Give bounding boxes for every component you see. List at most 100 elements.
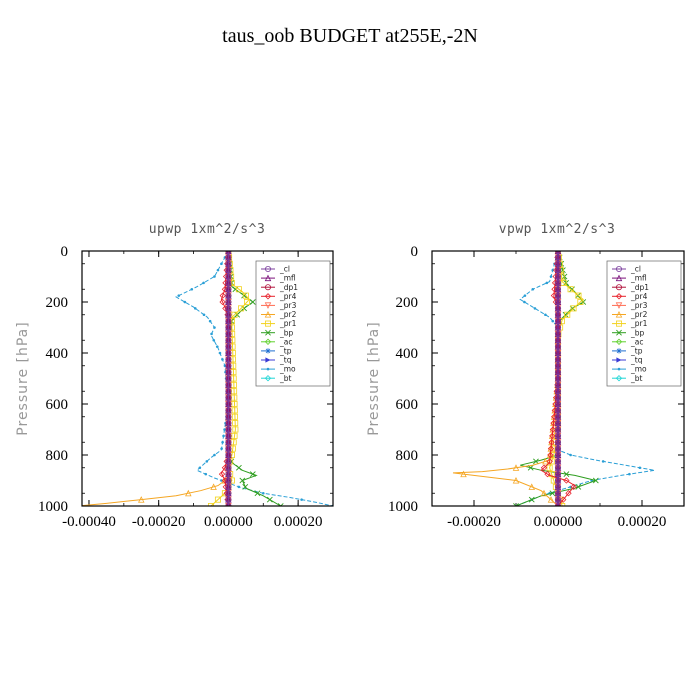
series-line-pr1 [210,251,250,506]
series-marker-pr1 [575,292,582,299]
series-marker-cl [225,311,232,318]
series-marker-cl [555,362,562,369]
series-marker-cl [555,273,562,280]
series-marker-pr4 [549,432,556,440]
panel-title: vpwp 1xm^2/s^3 [499,222,616,237]
series-marker-mo [638,466,642,470]
series-marker-pr1 [231,400,238,407]
series-marker-cl [555,298,562,305]
series-marker-pr4 [565,490,572,497]
legend-label: _pr4 [279,292,297,301]
series-marker-mo [523,300,526,304]
series-marker-cl [225,407,232,414]
series-marker-bp [528,496,535,503]
legend: _cl_mfl_dp1_pr4_pr3_pr2_pr1_bp_ac_tp_tq_… [255,260,331,387]
y-tick-label: 1000 [388,499,418,515]
legend-marker [617,367,621,371]
series-marker-cl [555,445,562,452]
legend-label: _pr4 [630,292,648,301]
series-marker-pr1 [232,420,239,427]
series-marker-pr2 [76,503,81,508]
series-marker-pr4 [547,445,555,452]
legend-label: _bt [279,374,292,383]
series-marker-mo [300,498,303,501]
legend-label: _bp [630,328,645,337]
series-marker-pr1 [229,349,236,356]
series-marker-mo [523,294,527,297]
series-marker-pr4 [222,305,229,312]
series-marker-cl [225,356,232,363]
series-marker-pr1 [577,298,584,305]
legend-label: _tp [630,347,643,356]
series-marker-mo [569,453,572,457]
series-marker-pr1 [229,356,236,363]
series-marker-bp [254,490,261,497]
chart-panel-2: vpwp 1xm^2/s^3 Pressure [hPa] 0 200 400 600 80… [366,222,685,530]
x-tick-label: 0.00020 [274,514,323,530]
legend-marker [264,293,272,300]
legend-marker [616,348,622,354]
series-marker-pr4 [551,407,558,414]
x-tick-label: 0.00000 [534,514,583,530]
series-marker-cl [225,420,232,427]
series-marker-cl [225,298,232,305]
series-marker-bp [513,503,519,506]
series-marker-cl [225,330,232,337]
y-tick-label: 200 [46,295,69,311]
series-marker-pr1 [570,305,577,312]
series-marker-pr2 [460,470,467,478]
legend-marker [265,357,271,363]
legend-label: _bt [630,374,643,383]
series-marker-cl [555,471,562,478]
series-marker-cl [225,273,232,280]
y-tick-label: 0 [411,244,419,260]
series-marker-cl [225,260,232,267]
series-marker-pr1 [231,407,238,414]
series-marker-pr2 [138,496,145,503]
series-marker-cl [225,337,232,344]
series-marker-bp [569,286,575,293]
series-marker-mo [202,313,206,317]
legend-label: _mo [279,365,296,374]
y-tick-label: 600 [396,397,419,413]
series-marker-mo [177,294,181,297]
series-marker-mo [531,287,535,291]
series-marker-mo [533,307,537,310]
series-marker-cl [555,483,562,490]
legend-marker [616,320,623,327]
series-marker-pr4 [221,477,229,484]
series-marker-mo [213,453,216,457]
series-marker-cl [555,286,562,293]
series-marker-cl [555,251,561,254]
series-marker-pr1 [229,445,236,452]
series-marker-mo [202,281,205,285]
legend-marker [616,284,623,291]
series-marker-cl [555,260,562,267]
series-marker-mo [190,287,194,291]
series-marker-bp [563,471,570,478]
series-marker-bp [562,311,569,318]
legend-marker [615,375,623,382]
series-marker-pr4 [554,502,562,506]
series-marker-cl [225,267,232,274]
y-tick-label: 800 [46,448,69,464]
series-marker-pr4 [551,286,558,293]
series-marker-cl [555,413,562,420]
series-marker-cl [555,426,562,433]
legend-marker [264,375,272,382]
series-marker-cl [555,407,562,414]
series-marker-pr1 [242,292,249,299]
series-marker-mo [220,447,223,450]
series-marker-cl [555,305,562,312]
series-marker-cl [555,292,562,299]
series-marker-cl [225,439,232,446]
series-marker-bp [533,458,539,465]
series-marker-cl [555,464,562,471]
series-marker-mo [601,460,605,463]
series-marker-cl [555,318,562,325]
series-marker-cl [225,305,232,312]
legend-label: _cl [630,265,641,274]
series-group [452,251,655,506]
series-marker-pr4 [549,426,557,433]
series-marker-pr4 [563,477,570,484]
